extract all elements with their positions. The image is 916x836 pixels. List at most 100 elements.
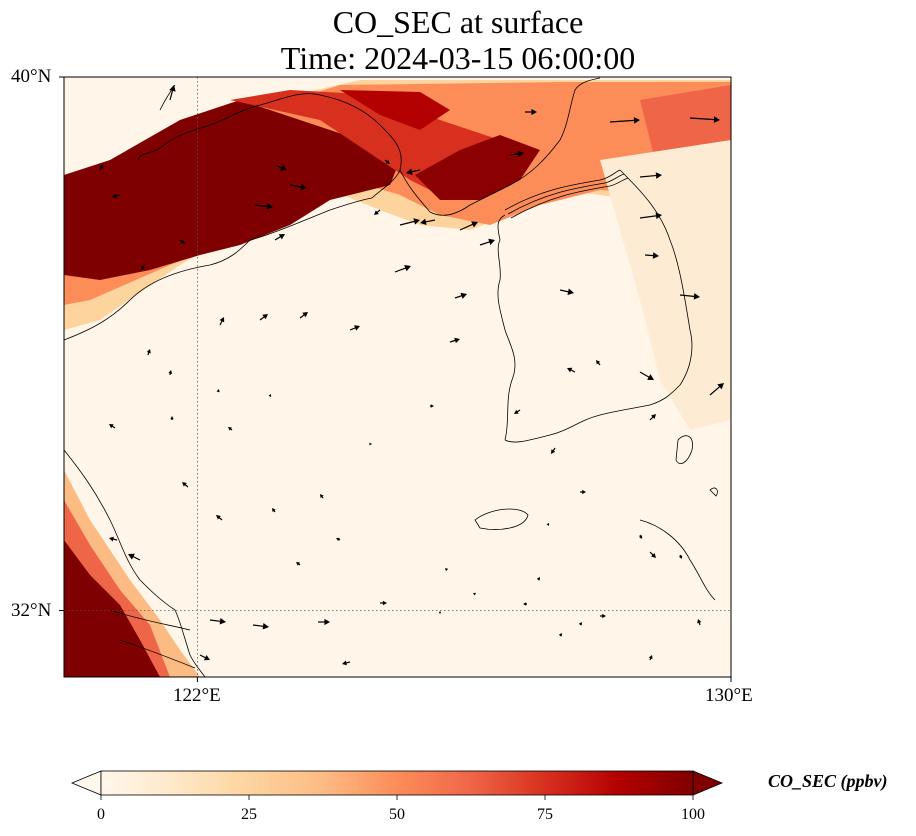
wind-arrow: [638, 534, 643, 539]
coastline-segment: [119, 639, 196, 669]
wind-arrow: [523, 602, 527, 606]
coastline-segment: [64, 197, 373, 341]
coastline-segment: [510, 177, 629, 219]
wind-arrow: [406, 168, 421, 175]
colorbar-title: CO_SEC (ppbv): [768, 771, 888, 791]
map-frame: [63, 76, 732, 678]
wind-arrow: [430, 404, 434, 408]
wind-arrow: [689, 116, 720, 123]
wind-arrow: [567, 367, 576, 373]
wind-arrow: [644, 252, 659, 259]
lon-tick-122: 122°E: [173, 685, 221, 706]
wind-arrow: [649, 551, 656, 558]
wind-arrow: [596, 360, 601, 366]
wind-arrow: [254, 203, 273, 210]
plume-darkred-north: [340, 90, 450, 130]
wind-arrow: [299, 312, 308, 319]
coastline-segment: [497, 214, 516, 441]
wind-arrow: [420, 218, 436, 226]
wind-arrow: [536, 577, 540, 581]
wind-arrow: [697, 619, 702, 626]
coastline-segment: [64, 449, 206, 677]
wind-arrow: [649, 414, 656, 421]
colorbar-tick-0: 0: [97, 806, 105, 823]
wind-arrow: [639, 172, 662, 179]
wind-arrow: [179, 239, 185, 244]
wind-arrow: [199, 654, 210, 661]
wind-arrow: [109, 536, 118, 542]
coastline-segment: [639, 519, 716, 601]
coastline-segment: [469, 77, 601, 206]
lon-tick-130: 130°E: [705, 685, 753, 706]
wind-arrow: [374, 209, 381, 215]
wind-arrow: [600, 613, 606, 619]
wind-arrow: [384, 159, 390, 164]
wind-arrow: [639, 212, 662, 220]
wind-arrow: [128, 553, 141, 561]
lat-tick-40: 40°N: [11, 66, 52, 87]
wind-arrow: [274, 164, 287, 171]
wind-arrow: [268, 394, 272, 398]
colorbar-extend-low: [70, 770, 102, 796]
wind-arrow: [216, 515, 223, 521]
wind-arrow: [289, 183, 307, 191]
plume-core-south: [64, 540, 160, 677]
coastline-segment: [109, 609, 191, 631]
coastline-segment: [675, 435, 693, 464]
wind-arrow: [648, 655, 653, 661]
wind-arrow: [99, 164, 104, 171]
wind-vectors: [99, 85, 724, 666]
colorbar-bar: [100, 770, 694, 796]
map-subtitle: Time: 2024-03-15 06:00:00: [280, 40, 636, 76]
coastline-segment: [709, 487, 718, 497]
wind-arrow: [546, 522, 550, 526]
wind-arrow: [252, 622, 269, 630]
colorbar-tick-75: 75: [537, 806, 553, 823]
coastline-segment: [507, 173, 625, 215]
wind-arrow: [449, 337, 460, 344]
wind-arrow: [169, 85, 176, 101]
wind-arrow: [349, 325, 360, 331]
wind-arrow: [296, 562, 301, 566]
wind-arrow: [438, 611, 442, 614]
wind-arrow: [336, 537, 341, 542]
concentration-field: [64, 80, 731, 677]
wind-arrow: [578, 622, 582, 626]
colorbar-tick-25: 25: [241, 806, 257, 823]
wind-arrow: [473, 592, 477, 596]
wind-arrow: [112, 193, 121, 199]
wind-arrow: [228, 427, 233, 431]
wind-arrow: [369, 442, 372, 446]
wind-arrow: [168, 370, 173, 376]
lat-tick-32: 32°N: [11, 600, 52, 621]
gridlines: [64, 77, 731, 677]
wind-arrow: [182, 482, 189, 488]
wind-arrow: [146, 349, 151, 356]
coastline-segment: [399, 169, 471, 216]
wind-arrow: [394, 265, 411, 273]
wind-arrow: [259, 314, 268, 321]
wind-arrow: [454, 292, 467, 299]
colorbar-tick-100: 100: [681, 806, 705, 823]
wind-arrow: [509, 150, 524, 158]
wind-arrow: [479, 238, 495, 246]
wind-arrow: [209, 617, 226, 625]
colorbar-tick-50: 50: [389, 806, 405, 823]
wind-arrow: [551, 447, 556, 454]
coastline-segment: [474, 508, 529, 530]
wind-arrow: [525, 108, 537, 116]
wind-arrow: [380, 600, 387, 606]
coastline-segment: [137, 93, 402, 199]
colorbar-extend-high: [692, 770, 724, 796]
wind-arrow: [216, 389, 220, 393]
wind-arrow: [342, 660, 351, 666]
wind-arrow: [679, 293, 700, 300]
wind-arrow: [639, 371, 654, 380]
wind-arrow: [219, 317, 225, 326]
wind-arrow: [445, 568, 449, 572]
wind-arrow: [109, 424, 116, 429]
wind-arrow: [580, 489, 586, 495]
wind-arrow: [678, 554, 683, 559]
wind-arrow: [274, 234, 285, 241]
